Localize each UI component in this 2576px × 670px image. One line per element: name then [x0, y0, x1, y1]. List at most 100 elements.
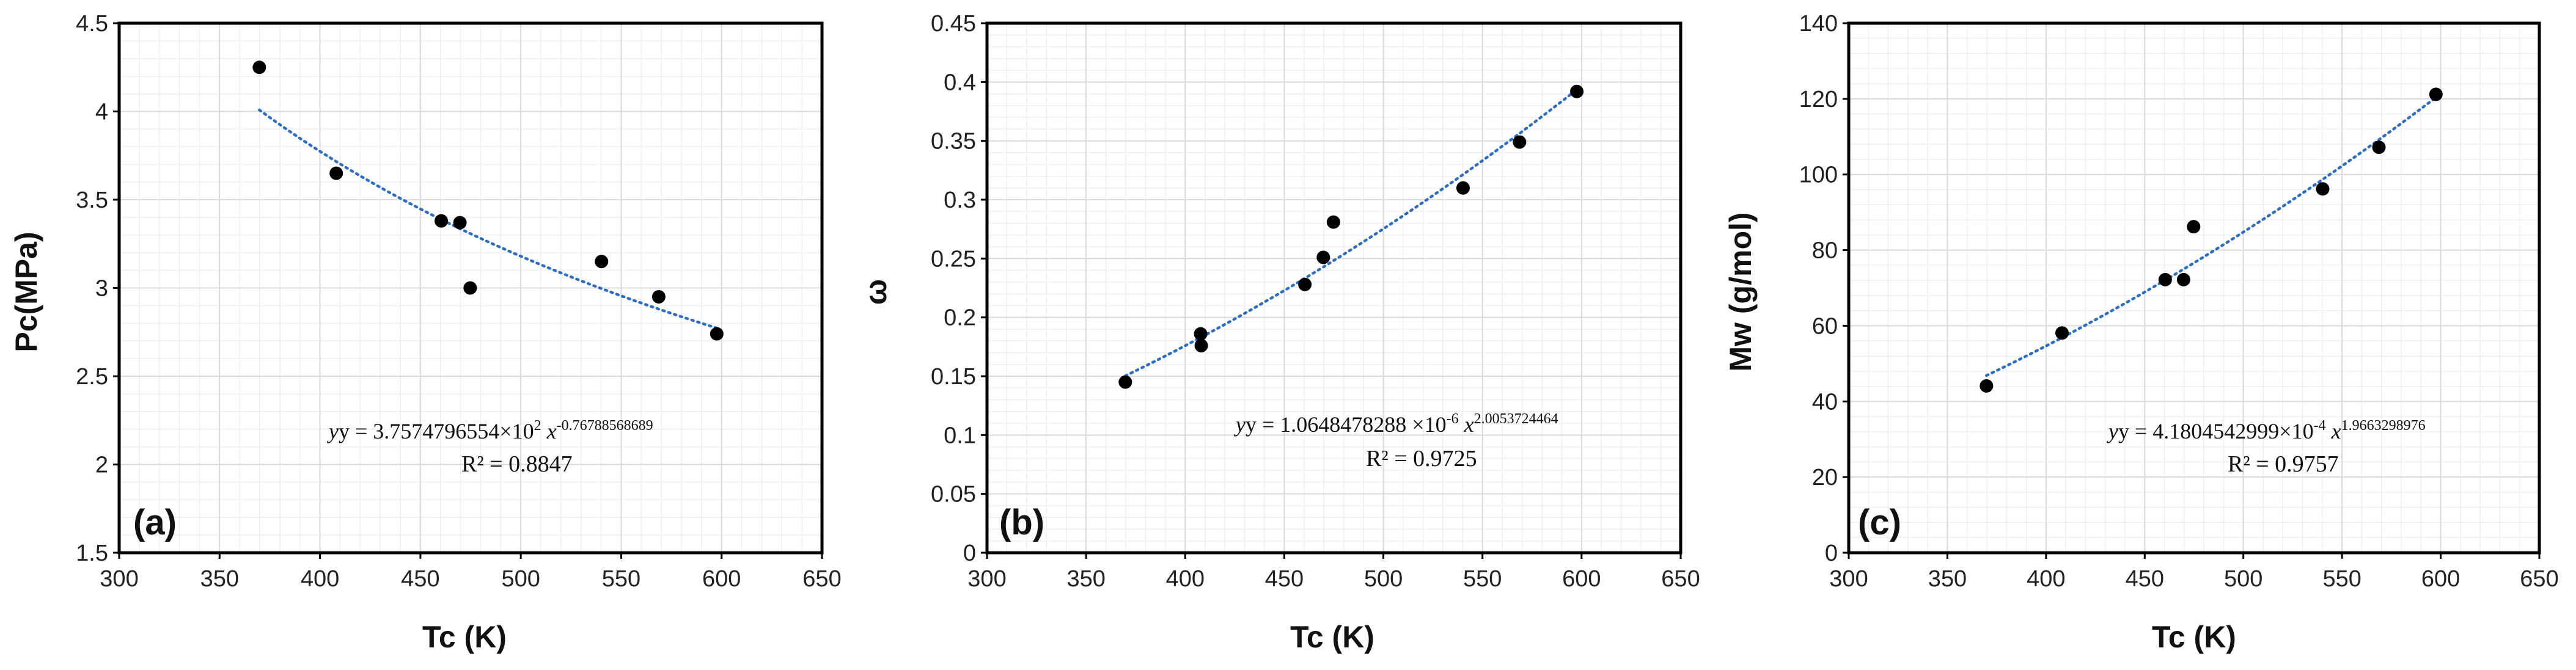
- chart-b-x-tick-label: 400: [1166, 566, 1205, 592]
- chart-c-panel-label: (c): [1858, 503, 1901, 542]
- chart-c-y-tick-label: 0: [1825, 541, 1838, 566]
- chart-a-data-point: [435, 214, 449, 228]
- chart-b-y-ticks: 0 0.05 0.1 0.15 0.2 0.25 0.3 0.35 0.4 0.45: [931, 11, 987, 566]
- chart-b-plot-frame: [985, 21, 1682, 555]
- chart-a-trendline: [258, 108, 719, 330]
- chart-c-data-point: [2429, 87, 2443, 101]
- chart-b-x-tick-label: 600: [1562, 566, 1601, 592]
- chart-c-data-point: [2316, 182, 2330, 196]
- chart-a-x-tick-label: 450: [401, 566, 439, 592]
- chart-c-svg: 300 350 400 450 500 550 600 650 0 20 40 60 80 100 120…: [1723, 11, 2559, 654]
- chart-b-x-tick-label: 550: [1463, 566, 1502, 592]
- chart-b-x-axis-title: Tc (K): [1290, 620, 1374, 654]
- chart-a-y-tick-label: 3: [95, 276, 108, 302]
- chart-b-r-squared: R² = 0.9725: [1366, 446, 1477, 472]
- chart-a-y-tick-label: 1.5: [76, 541, 108, 566]
- chart-b-data-point: [1456, 181, 1470, 195]
- chart-a-panel-label: (a): [133, 503, 177, 542]
- chart-c-data-point: [2055, 326, 2069, 340]
- chart-b-x-tick-label: 300: [967, 566, 1006, 592]
- chart-a-x-tick-label: 500: [501, 566, 540, 592]
- chart-b-x-tick-label: 450: [1265, 566, 1304, 592]
- chart-b-grid: [987, 23, 1681, 553]
- chart-b-svg: 300 350 400 450 500 550 600 650 0 0.05 0.1 0.15 0.2…: [859, 11, 1700, 654]
- chart-c-equation: yy = 4.1804542999×10-4 x1.9663298976: [2107, 418, 2426, 443]
- chart-c-data-point: [1980, 379, 1994, 393]
- chart-b-data-point: [1316, 250, 1330, 264]
- chart-panel-b: 300 350 400 450 500 550 600 650 0 0.05 0.1 0.15 0.2…: [859, 0, 1717, 670]
- chart-b-data-point: [1298, 277, 1312, 291]
- chart-a-equation: yy = 3.7574796554×102 x-0.76788568689: [327, 418, 653, 443]
- chart-c-data-point: [2187, 220, 2201, 234]
- chart-c-y-tick-label: 100: [1799, 162, 1838, 188]
- chart-c-y-tick-label: 60: [1812, 313, 1838, 339]
- chart-b-y-tick-label: 0.2: [944, 305, 976, 331]
- chart-c-y-tick-label: 80: [1812, 238, 1838, 264]
- chart-b-y-tick-label: 0.1: [944, 423, 976, 448]
- chart-c-y-tick-label: 40: [1812, 389, 1838, 415]
- chart-b-x-ticks: 300 350 400 450 500 550 600 650: [967, 553, 1700, 592]
- chart-c-x-tick-label: 550: [2322, 566, 2361, 592]
- chart-b-data-point: [1118, 375, 1132, 389]
- chart-a-points: [252, 60, 724, 341]
- chart-c-trendline: [1985, 96, 2438, 377]
- chart-c-x-tick-label: 300: [1829, 566, 1868, 592]
- chart-c-x-axis-title: Tc (K): [2152, 620, 2236, 654]
- chart-c-data-point: [2372, 140, 2386, 155]
- chart-c-grid: [1849, 23, 2539, 553]
- chart-c-x-tick-label: 600: [2421, 566, 2460, 592]
- chart-b-y-axis-title: ω: [859, 279, 893, 305]
- chart-a-x-tick-label: 400: [301, 566, 339, 592]
- chart-b-trendline: [1124, 88, 1579, 377]
- chart-c-y-tick-label: 140: [1799, 11, 1838, 37]
- chart-b-y-tick-label: 0.15: [931, 364, 976, 390]
- chart-b-trendline-group: [1124, 88, 1579, 377]
- chart-a-x-tick-label: 600: [702, 566, 741, 592]
- chart-a-y-tick-label: 4.5: [76, 11, 108, 37]
- chart-a-trendline-group: [258, 108, 719, 330]
- chart-a-x-tick-label: 350: [200, 566, 239, 592]
- chart-b-x-tick-label: 500: [1364, 566, 1403, 592]
- chart-c-x-tick-label: 350: [1928, 566, 1967, 592]
- chart-a-svg: 300 350 400 450 500 550 600 650 1.5 2 2.5 3 3.5 4 4.5…: [9, 11, 842, 654]
- chart-c-r-squared: R² = 0.9757: [2228, 451, 2339, 477]
- chart-b-y-tick-label: 0.45: [931, 11, 976, 37]
- chart-a-y-axis-title: Pc(MPa): [9, 231, 43, 352]
- chart-b-panel-label: (b): [999, 503, 1044, 542]
- chart-a-data-point: [329, 166, 343, 180]
- chart-c-points: [1980, 87, 2443, 393]
- chart-b-equation: yy = 1.0648478288 ×10-6 x2.0053724464: [1234, 411, 1558, 437]
- chart-a-data-point: [651, 289, 666, 304]
- chart-c-x-ticks: 300 350 400 450 500 550 600 650: [1829, 553, 2559, 592]
- chart-a-data-point: [252, 60, 266, 75]
- chart-b-data-point: [1194, 338, 1208, 352]
- chart-c-x-tick-label: 450: [2126, 566, 2164, 592]
- chart-c-x-tick-label: 650: [2520, 566, 2558, 592]
- chart-b-x-tick-label: 350: [1066, 566, 1105, 592]
- chart-a-x-ticks: 300 350 400 450 500 550 600 650: [100, 553, 842, 592]
- chart-c-y-tick-label: 120: [1799, 87, 1838, 112]
- chart-b-y-tick-label: 0.3: [944, 188, 976, 213]
- chart-b-data-point: [1326, 215, 1340, 229]
- chart-a-r-squared: R² = 0.8847: [461, 451, 573, 477]
- chart-b-y-tick-label: 0.25: [931, 246, 976, 272]
- chart-a-x-axis-title: Tc (K): [422, 620, 507, 654]
- chart-c-data-point: [2158, 272, 2172, 286]
- chart-b-data-point: [1513, 135, 1527, 149]
- chart-a-x-tick-label: 300: [100, 566, 138, 592]
- chart-c-x-tick-label: 500: [2224, 566, 2262, 592]
- chart-b-data-point: [1570, 84, 1584, 98]
- chart-a-y-ticks: 1.5 2 2.5 3 3.5 4 4.5: [76, 11, 119, 566]
- chart-a-data-point: [595, 255, 609, 269]
- chart-a-x-tick-label: 550: [602, 566, 640, 592]
- chart-c-trendline-group: [1985, 96, 2438, 377]
- chart-c-y-ticks: 0 20 40 60 80 100 120 140: [1799, 11, 1849, 566]
- chart-a-data-point: [710, 327, 724, 341]
- chart-a-y-tick-label: 2.5: [76, 364, 108, 390]
- chart-a-y-tick-label: 3.5: [76, 188, 108, 213]
- chart-b-y-tick-label: 0.05: [931, 482, 976, 508]
- chart-b-y-tick-label: 0.4: [944, 70, 976, 95]
- chart-b-y-tick-label: 0: [963, 541, 976, 566]
- chart-b-points: [1118, 84, 1584, 389]
